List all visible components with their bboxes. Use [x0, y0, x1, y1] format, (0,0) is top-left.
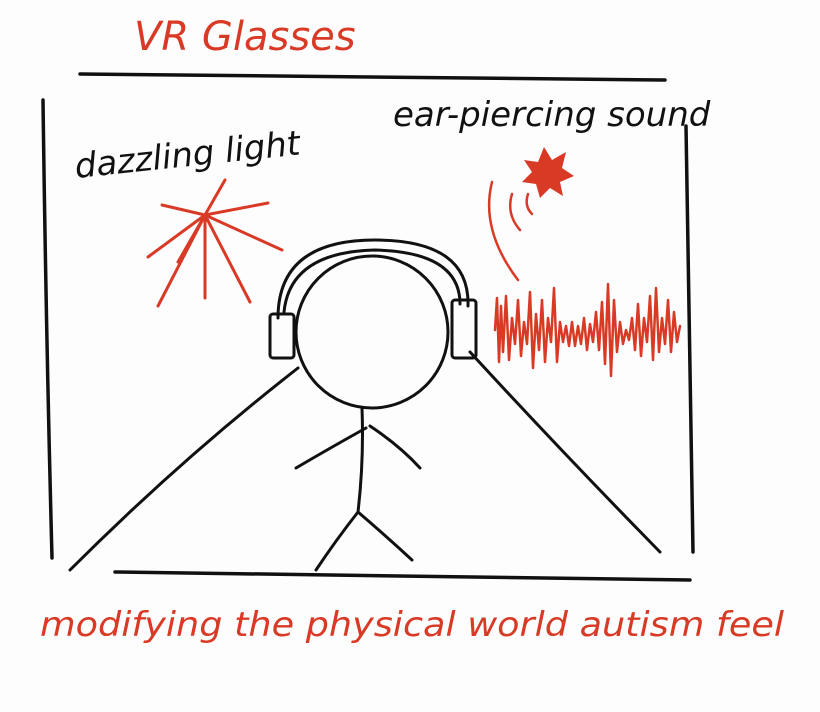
sketch-caption: modifying the physical world autism feel: [40, 605, 785, 645]
starburst-icon: [146, 178, 284, 308]
figure-head: [294, 254, 450, 410]
glasses-frame: [41, 72, 695, 582]
waveform-icon: [493, 282, 682, 378]
splat-icon: [522, 147, 574, 198]
sketch-title: VR Glasses: [134, 14, 356, 60]
stick-figure: [294, 254, 450, 572]
perspective-lines: [68, 350, 662, 572]
label-ear-piercing-sound: ear-piercing sound: [393, 95, 711, 135]
label-dazzling-light: dazzling light: [73, 123, 304, 187]
sound-arcs: [487, 180, 534, 282]
headphones-icon: [268, 238, 478, 360]
